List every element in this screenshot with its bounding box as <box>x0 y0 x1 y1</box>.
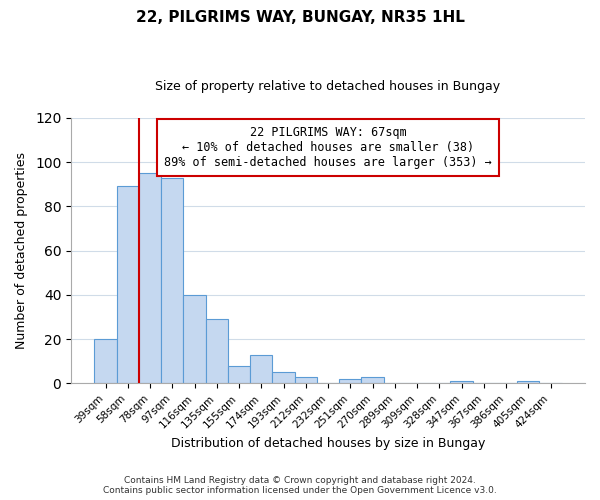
Bar <box>139 173 161 384</box>
Bar <box>517 382 539 384</box>
Bar <box>250 354 272 384</box>
Bar <box>361 377 383 384</box>
Bar <box>339 379 361 384</box>
Bar <box>451 382 473 384</box>
Text: Contains HM Land Registry data © Crown copyright and database right 2024.
Contai: Contains HM Land Registry data © Crown c… <box>103 476 497 495</box>
Bar <box>272 372 295 384</box>
Bar <box>116 186 139 384</box>
Bar <box>228 366 250 384</box>
Title: Size of property relative to detached houses in Bungay: Size of property relative to detached ho… <box>155 80 500 93</box>
X-axis label: Distribution of detached houses by size in Bungay: Distribution of detached houses by size … <box>171 437 485 450</box>
Bar <box>184 295 206 384</box>
Y-axis label: Number of detached properties: Number of detached properties <box>15 152 28 349</box>
Text: 22, PILGRIMS WAY, BUNGAY, NR35 1HL: 22, PILGRIMS WAY, BUNGAY, NR35 1HL <box>136 10 464 25</box>
Bar <box>295 377 317 384</box>
Bar <box>161 178 184 384</box>
Bar <box>206 320 228 384</box>
Bar <box>94 339 116 384</box>
Text: 22 PILGRIMS WAY: 67sqm
← 10% of detached houses are smaller (38)
89% of semi-det: 22 PILGRIMS WAY: 67sqm ← 10% of detached… <box>164 126 492 168</box>
